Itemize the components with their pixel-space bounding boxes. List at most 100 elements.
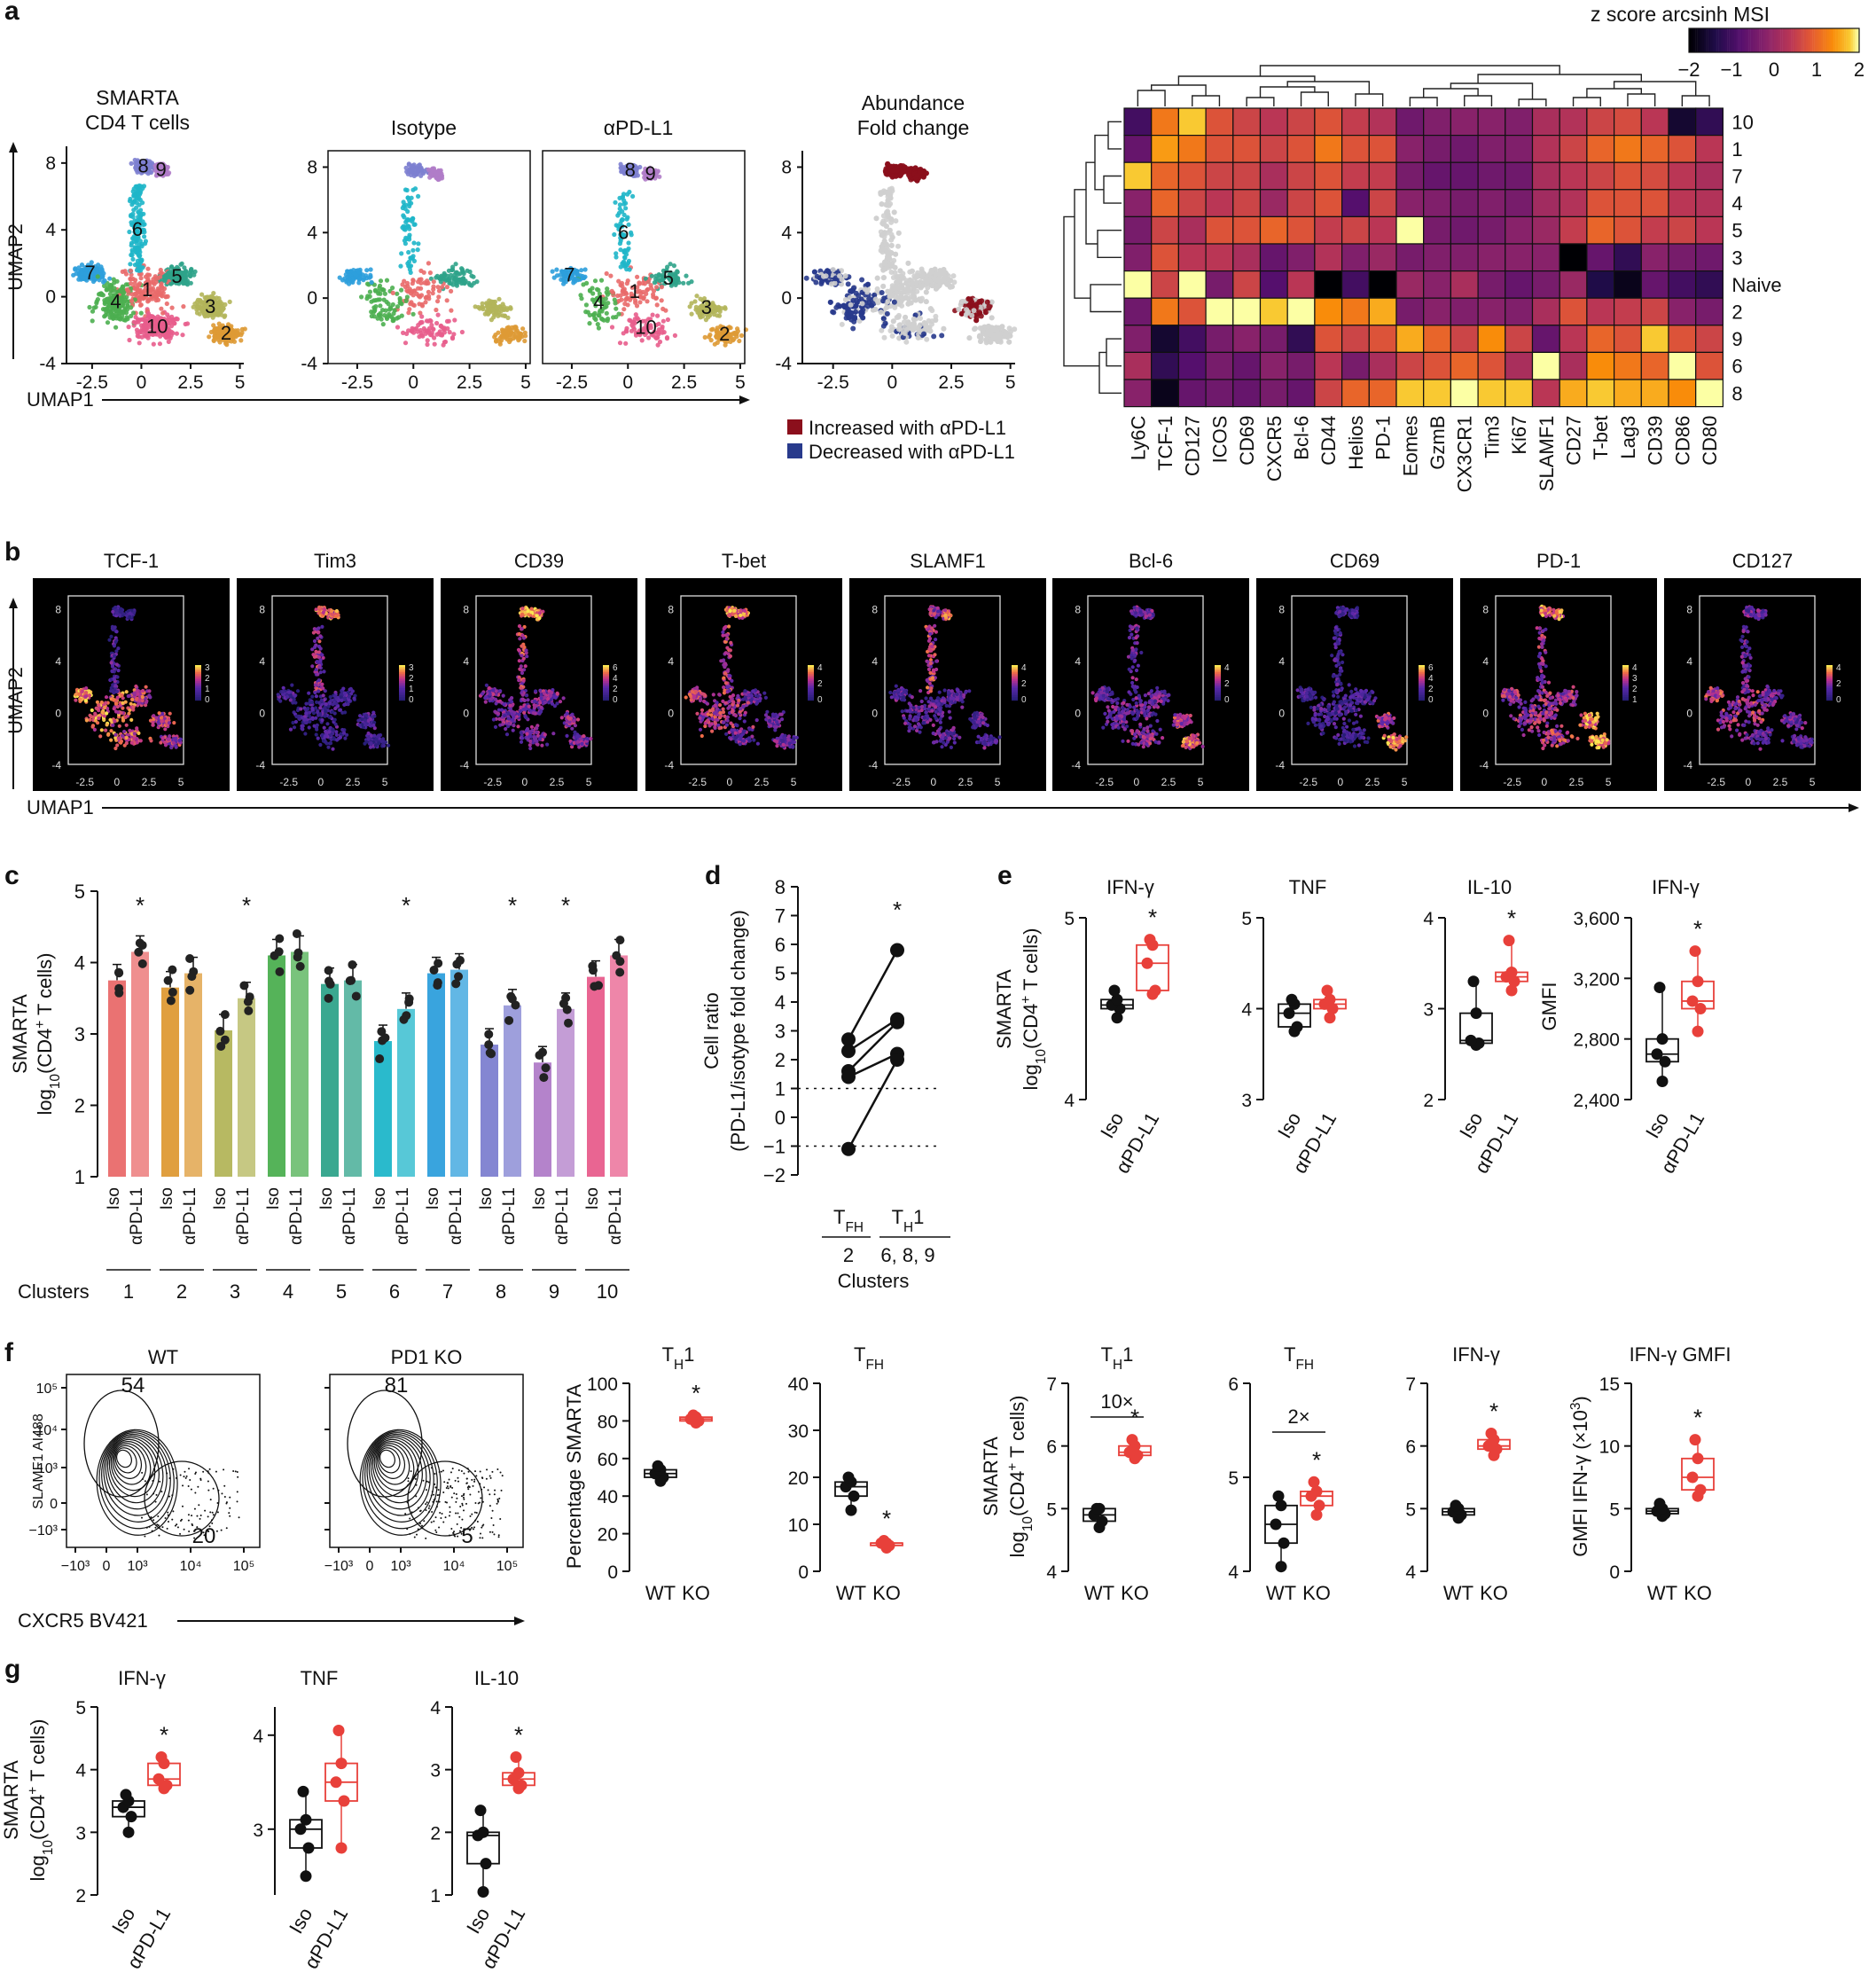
umap-point: [621, 192, 627, 197]
umap-point: [107, 276, 113, 281]
heatmap-row-label: 4: [1731, 192, 1742, 215]
heatmap-cell: [1368, 243, 1397, 272]
umap-point: [141, 317, 146, 323]
heatmap-col-label: Bcl-6: [1291, 416, 1313, 460]
umap-point: [403, 341, 409, 346]
umap-point: [654, 302, 660, 308]
umap-point: [898, 294, 904, 300]
umap-point: [238, 333, 244, 338]
dendrogram-branch: [1627, 93, 1656, 106]
umap-point: [397, 295, 403, 301]
umap-point: [887, 163, 894, 169]
umap-point: [645, 279, 651, 285]
dendrogram-branch: [1409, 97, 1438, 106]
umap-point: [661, 318, 666, 324]
umap-point: [419, 319, 425, 325]
umap-point: [181, 304, 186, 309]
x-tick-label: -2.5: [341, 372, 373, 393]
heatmap-cell: [1668, 161, 1697, 191]
dendrogram-branch: [1192, 95, 1221, 106]
umap-point: [645, 286, 651, 292]
umap-point: [905, 319, 911, 325]
umap-point: [136, 209, 141, 215]
umap-point: [113, 325, 119, 330]
heatmap-cell: [1395, 107, 1425, 137]
umap-point: [416, 193, 421, 199]
umap-point: [888, 250, 895, 255]
umap-point: [435, 299, 441, 304]
heatmap-cell: [1505, 379, 1534, 408]
umap-point: [950, 273, 957, 279]
umap-point: [612, 231, 617, 238]
umap-point: [620, 195, 625, 200]
heatmap-col-label: Lag3: [1617, 416, 1639, 459]
umap-point: [127, 337, 132, 343]
umap-point: [914, 173, 920, 178]
umap-point: [411, 167, 418, 172]
heatmap-cell: [1232, 161, 1262, 191]
umap-point: [166, 339, 171, 344]
umap-point: [384, 315, 389, 320]
umap-point: [87, 304, 92, 310]
heatmap-cell: [1450, 107, 1479, 137]
x-tick-label: 0: [408, 372, 418, 393]
umap-point: [659, 298, 664, 303]
umap-point: [128, 196, 133, 202]
umap-point: [377, 286, 382, 291]
umap-point: [152, 274, 158, 279]
umap-point: [435, 312, 441, 317]
umap-point: [367, 289, 372, 294]
umap-point: [128, 262, 133, 267]
umap-point: [406, 249, 411, 255]
umap-point: [188, 267, 194, 272]
heatmap-row-label: 1: [1731, 138, 1742, 161]
umap-title: SMARTA: [96, 86, 179, 109]
umap-point: [883, 241, 889, 247]
umap-point: [139, 244, 145, 249]
umap-point: [507, 339, 512, 345]
heatmap-row-label: 9: [1731, 328, 1742, 350]
umap-point: [227, 299, 232, 304]
umap-point: [709, 327, 715, 333]
umap-point: [369, 279, 374, 285]
umap-point: [444, 298, 449, 303]
umap-point: [803, 275, 809, 281]
umap-point: [918, 298, 924, 304]
umap-point: [903, 339, 910, 345]
umap-point: [431, 284, 436, 289]
heatmap-cell: [1177, 243, 1207, 272]
umap-point: [471, 274, 476, 279]
umap-point: [874, 298, 880, 304]
heatmap-cell: [1640, 135, 1669, 163]
umap-point: [694, 294, 700, 299]
umap-point: [903, 314, 909, 320]
heatmap-cell: [1586, 297, 1615, 326]
umap-point: [884, 304, 890, 310]
heatmap-row-label: 7: [1731, 166, 1742, 188]
heatmap-col-label: CD80: [1699, 416, 1721, 466]
umap-point: [368, 272, 373, 278]
umap-point: [675, 269, 680, 274]
umap-point: [126, 325, 131, 330]
umap-point: [451, 332, 457, 337]
umap-point: [436, 294, 442, 300]
heatmap-cell: [1586, 325, 1615, 353]
umap-point: [490, 307, 496, 312]
umap-point: [965, 296, 972, 302]
umap-point: [635, 274, 640, 279]
umap-point: [192, 272, 197, 278]
umap-point: [922, 322, 928, 327]
umap-point: [597, 313, 602, 318]
heatmap-cell: [1559, 270, 1588, 299]
heatmap-cell: [1205, 135, 1234, 163]
heatmap-cell: [1123, 297, 1153, 326]
umap-point: [684, 273, 689, 278]
heatmap-cell: [1613, 297, 1642, 326]
umap-point: [174, 316, 179, 321]
umap-point: [902, 331, 908, 336]
umap-point: [852, 316, 858, 322]
heatmap-cell: [1259, 270, 1288, 299]
umap-point: [584, 280, 590, 286]
umap-point: [885, 299, 891, 304]
heatmap-cell: [1177, 215, 1207, 245]
